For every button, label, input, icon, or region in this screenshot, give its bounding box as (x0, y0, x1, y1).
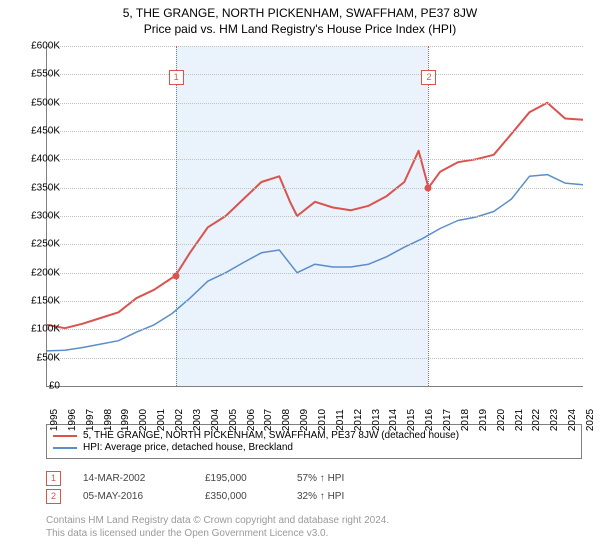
x-axis-label: 2022 (531, 409, 542, 431)
x-axis-label: 2003 (192, 409, 203, 431)
y-axis-label: £400K (10, 154, 60, 165)
x-axis-label: 2011 (335, 409, 346, 431)
sale-comparison-2: 32% ↑ HPI (297, 491, 377, 502)
sale-dot (425, 184, 432, 191)
y-axis-label: £500K (10, 97, 60, 108)
footer-line-1: Contains HM Land Registry data © Crown c… (46, 514, 389, 527)
x-axis-label: 2013 (371, 409, 382, 431)
x-axis-label: 1998 (103, 409, 114, 431)
x-axis-label: 2001 (156, 409, 167, 431)
legend-label-property: 5, THE GRANGE, NORTH PICKENHAM, SWAFFHAM… (83, 430, 459, 441)
x-axis-label: 2014 (388, 409, 399, 431)
sale-price-1: £195,000 (205, 473, 275, 484)
x-axis-label: 1997 (85, 409, 96, 431)
x-axis-label: 2007 (263, 409, 274, 431)
legend-swatch-property (53, 435, 77, 437)
x-axis-label: 2002 (174, 409, 185, 431)
sale-dot (172, 272, 179, 279)
x-axis-label: 2020 (496, 409, 507, 431)
x-axis-label: 2021 (514, 409, 525, 431)
y-axis-label: £100K (10, 324, 60, 335)
legend-row-hpi: HPI: Average price, detached house, Brec… (53, 442, 575, 453)
y-axis-label: £450K (10, 126, 60, 137)
footer-attribution: Contains HM Land Registry data © Crown c… (46, 514, 389, 540)
chart-plot-area: 12 (46, 46, 583, 387)
y-axis-label: £550K (10, 69, 60, 80)
sale-marker-box: 1 (169, 70, 184, 85)
y-axis-label: £300K (10, 211, 60, 222)
y-axis-label: £250K (10, 239, 60, 250)
x-axis-label: 2008 (281, 409, 292, 431)
x-axis-label: 2016 (424, 409, 435, 431)
x-axis-label: 2017 (442, 409, 453, 431)
sale-price-2: £350,000 (205, 491, 275, 502)
x-axis-label: 1999 (120, 409, 131, 431)
sale-marker-2: 2 (46, 489, 61, 504)
x-axis-label: 1995 (49, 409, 60, 431)
x-axis-label: 1996 (67, 409, 78, 431)
sales-table: 1 14-MAR-2002 £195,000 57% ↑ HPI 2 05-MA… (46, 468, 377, 507)
x-axis-label: 2000 (138, 409, 149, 431)
legend-row-property: 5, THE GRANGE, NORTH PICKENHAM, SWAFFHAM… (53, 430, 575, 441)
x-axis-label: 2023 (549, 409, 560, 431)
y-axis-label: £350K (10, 182, 60, 193)
x-axis-label: 2019 (478, 409, 489, 431)
legend-swatch-hpi (53, 447, 77, 449)
footer-line-2: This data is licensed under the Open Gov… (46, 527, 389, 540)
x-axis-label: 2018 (460, 409, 471, 431)
table-row: 2 05-MAY-2016 £350,000 32% ↑ HPI (46, 489, 377, 504)
y-axis-label: £50K (10, 352, 60, 363)
sale-date-1: 14-MAR-2002 (83, 473, 183, 484)
x-axis-label: 2024 (567, 409, 578, 431)
x-axis-label: 2006 (246, 409, 257, 431)
sale-marker-box: 2 (421, 70, 436, 85)
x-axis-label: 2005 (228, 409, 239, 431)
legend-label-hpi: HPI: Average price, detached house, Brec… (83, 442, 293, 453)
y-axis-label: £0 (10, 381, 60, 392)
chart-title-block: 5, THE GRANGE, NORTH PICKENHAM, SWAFFHAM… (0, 0, 600, 36)
title-line-2: Price paid vs. HM Land Registry's House … (0, 22, 600, 36)
x-axis-label: 2004 (210, 409, 221, 431)
x-axis-label: 2009 (299, 409, 310, 431)
sale-date-2: 05-MAY-2016 (83, 491, 183, 502)
y-axis-label: £600K (10, 41, 60, 52)
y-axis-label: £150K (10, 296, 60, 307)
y-axis-label: £200K (10, 267, 60, 278)
title-line-1: 5, THE GRANGE, NORTH PICKENHAM, SWAFFHAM… (0, 6, 600, 20)
x-axis-label: 2015 (406, 409, 417, 431)
x-axis-label: 2012 (353, 409, 364, 431)
x-axis-label: 2010 (317, 409, 328, 431)
sale-marker-1: 1 (46, 471, 61, 486)
table-row: 1 14-MAR-2002 £195,000 57% ↑ HPI (46, 471, 377, 486)
sale-comparison-1: 57% ↑ HPI (297, 473, 377, 484)
x-axis-label: 2025 (585, 409, 596, 431)
